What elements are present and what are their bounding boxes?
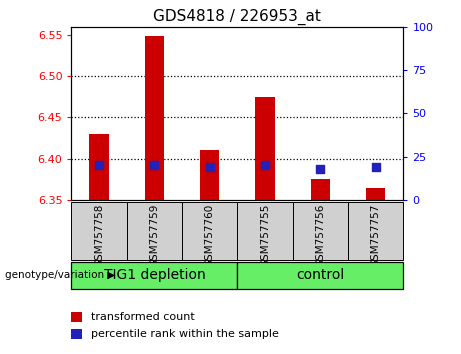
Text: control: control: [296, 268, 344, 282]
Point: [95, 162, 103, 168]
Bar: [366, 188, 385, 200]
Bar: [200, 150, 219, 200]
Bar: [145, 36, 164, 200]
Bar: [71, 262, 237, 289]
Bar: [311, 178, 330, 200]
Text: GSM757755: GSM757755: [260, 204, 270, 267]
Bar: [89, 134, 109, 200]
Bar: [237, 202, 293, 260]
Point: [317, 166, 324, 171]
Text: percentile rank within the sample: percentile rank within the sample: [91, 329, 279, 339]
Bar: [127, 202, 182, 260]
Text: GSM757758: GSM757758: [94, 204, 104, 267]
Point: [206, 164, 213, 170]
Point: [261, 162, 269, 168]
Text: genotype/variation ▶: genotype/variation ▶: [5, 270, 115, 280]
Title: GDS4818 / 226953_at: GDS4818 / 226953_at: [154, 9, 321, 25]
Bar: [182, 202, 237, 260]
Bar: [293, 202, 348, 260]
Text: GSM757757: GSM757757: [371, 204, 381, 267]
Text: TIG1 depletion: TIG1 depletion: [104, 268, 205, 282]
Text: transformed count: transformed count: [91, 312, 195, 322]
Point: [151, 162, 158, 168]
Bar: [237, 262, 403, 289]
Text: GSM757760: GSM757760: [205, 204, 215, 267]
Point: [372, 164, 379, 170]
Bar: [255, 97, 275, 200]
Bar: [71, 202, 127, 260]
Text: GSM757759: GSM757759: [149, 204, 160, 267]
Text: GSM757756: GSM757756: [315, 204, 325, 267]
Bar: [348, 202, 403, 260]
